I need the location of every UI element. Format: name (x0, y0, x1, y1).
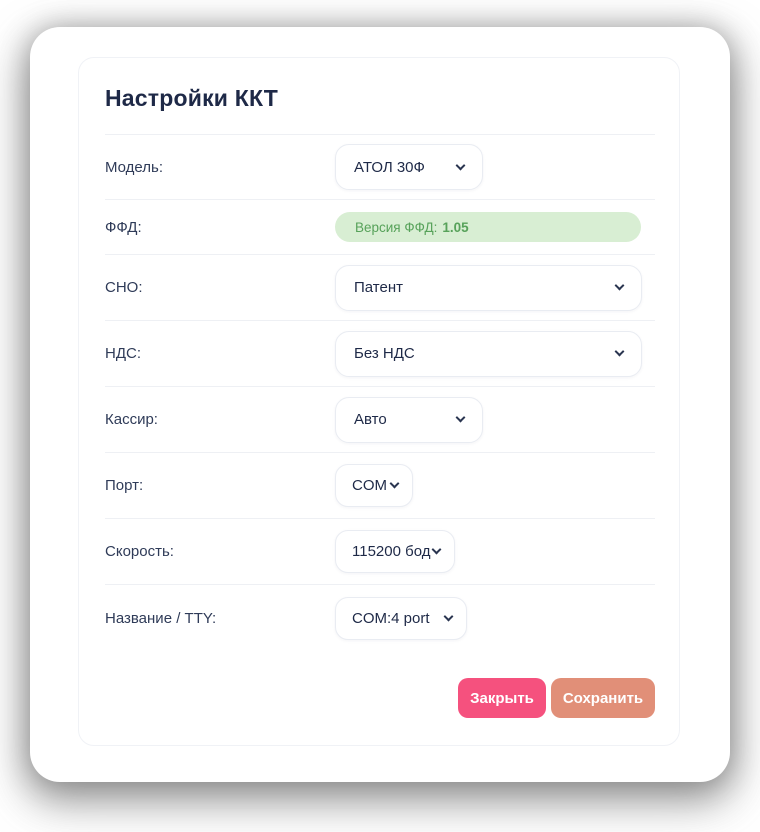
form-row-sno: СНО: Патент (105, 255, 655, 321)
model-select[interactable]: АТОЛ 30Ф (335, 144, 483, 190)
kkt-settings-modal: Настройки ККТ Модель: АТОЛ 30Ф ФФД: Верс… (30, 27, 730, 782)
chevron-down-icon (614, 346, 625, 357)
model-select-value: АТОЛ 30Ф (354, 158, 425, 176)
chevron-down-icon (389, 478, 400, 489)
form-row-ffd: ФФД: Версия ФФД: 1.05 (105, 200, 655, 255)
form-row-model: Модель: АТОЛ 30Ф (105, 135, 655, 200)
form-row-speed: Скорость: 115200 бод (105, 519, 655, 585)
cashier-label: Кассир: (105, 411, 158, 428)
close-button[interactable]: Закрыть (458, 678, 546, 718)
speed-select[interactable]: 115200 бод (335, 530, 455, 573)
sno-select[interactable]: Патент (335, 264, 642, 311)
chevron-down-icon (443, 611, 454, 621)
nds-select-value: Без НДС (354, 345, 415, 362)
ffd-badge-value: 1.05 (442, 219, 469, 235)
card-footer: Закрыть Сохранить (105, 678, 655, 718)
chevron-down-icon (431, 544, 442, 555)
port-select[interactable]: COM (335, 464, 413, 507)
form-row-tty: Название / TTY: COM:4 port (105, 585, 655, 651)
tty-select[interactable]: COM:4 port (335, 596, 467, 640)
settings-card: Настройки ККТ Модель: АТОЛ 30Ф ФФД: Верс… (78, 57, 680, 746)
nds-label: НДС: (105, 345, 141, 362)
sno-select-value: Патент (354, 279, 403, 296)
form-row-nds: НДС: Без НДС (105, 321, 655, 387)
form-row-port: Порт: COM (105, 453, 655, 519)
chevron-down-icon (614, 280, 625, 291)
form-row-cashier: Кассир: Авто (105, 387, 655, 453)
tty-select-value: COM:4 port (352, 609, 430, 627)
chevron-down-icon (455, 160, 466, 170)
port-select-value: COM (352, 477, 387, 494)
tty-label: Название / TTY: (105, 609, 217, 627)
port-label: Порт: (105, 477, 144, 494)
sno-label: СНО: (105, 279, 143, 296)
card-header: Настройки ККТ (105, 58, 655, 135)
save-button[interactable]: Сохранить (551, 678, 655, 718)
nds-select[interactable]: Без НДС (335, 330, 642, 377)
speed-label: Скорость: (105, 543, 174, 560)
chevron-down-icon (455, 412, 466, 423)
ffd-badge-label: Версия ФФД: (355, 219, 438, 235)
ffd-label: ФФД: (105, 218, 142, 236)
page-title: Настройки ККТ (105, 85, 279, 111)
cashier-select[interactable]: Авто (335, 396, 483, 443)
model-label: Модель: (105, 158, 164, 176)
ffd-version-badge: Версия ФФД: 1.05 (335, 212, 641, 242)
cashier-select-value: Авто (354, 411, 387, 428)
speed-select-value: 115200 бод (352, 543, 431, 560)
